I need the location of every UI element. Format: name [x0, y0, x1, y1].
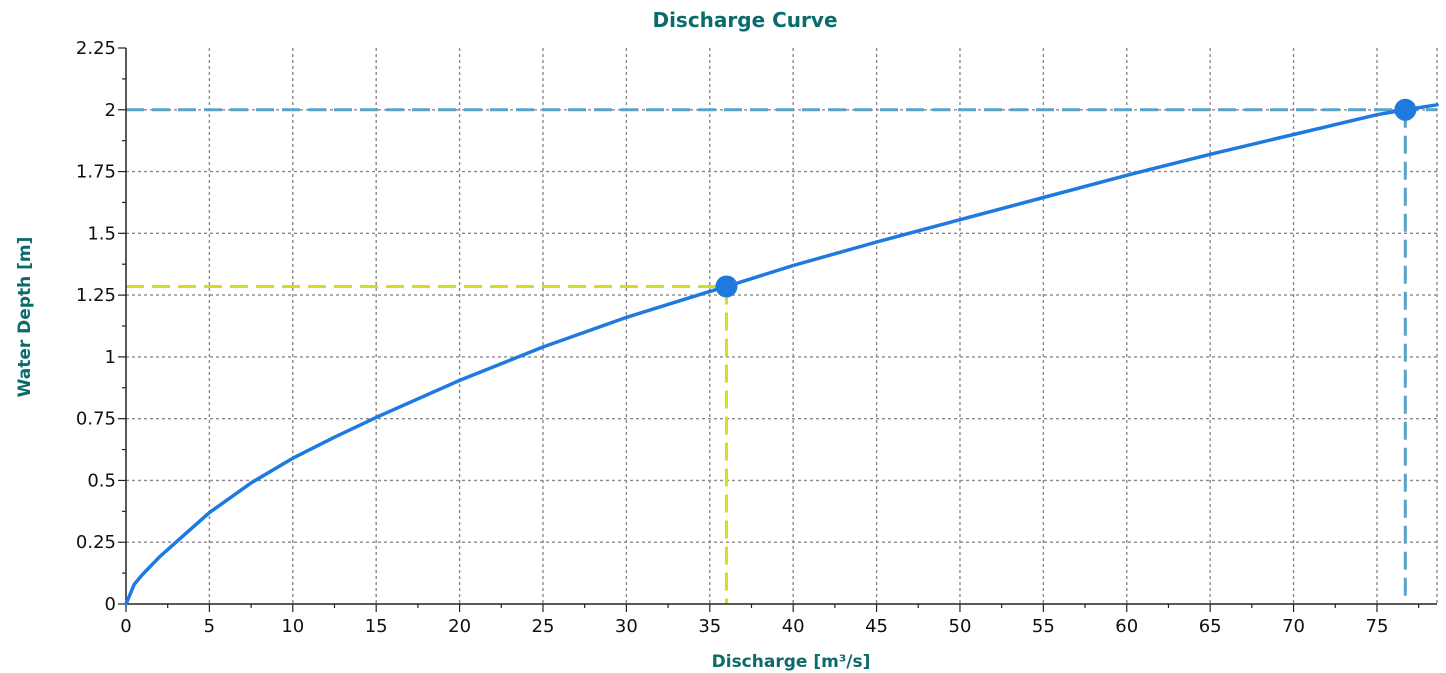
x-tick-label: 10	[281, 616, 304, 637]
curve-marker-point	[1394, 98, 1417, 121]
x-tick-label: 50	[949, 616, 972, 637]
discharge-curve-line	[124, 103, 1439, 606]
x-tick-label: 5	[204, 616, 215, 637]
x-tick-label: 65	[1199, 616, 1222, 637]
guide-lines	[126, 108, 1437, 604]
y-tick-label: 0.5	[87, 470, 116, 491]
y-tick-label: 2.25	[76, 38, 116, 59]
y-tick-label: 2	[105, 100, 116, 121]
chart-title: Discharge Curve	[652, 8, 837, 32]
grid-lines	[126, 48, 1438, 604]
y-tick-label: 0.25	[76, 532, 116, 553]
x-tick-label: 30	[615, 616, 638, 637]
y-tick-label: 0.75	[76, 409, 116, 430]
y-tick-label: 0	[105, 594, 116, 615]
y-tick-label: 1.25	[76, 285, 116, 306]
x-tick-label: 75	[1366, 616, 1389, 637]
x-tick-label: 55	[1032, 616, 1055, 637]
x-tick-label: 0	[120, 616, 131, 637]
axes	[125, 48, 1437, 605]
y-axis-label: Water Depth [m]	[15, 237, 35, 398]
y-tick-label: 1.5	[87, 223, 116, 244]
curve-marker-point	[715, 275, 738, 298]
x-tick-label: 45	[865, 616, 888, 637]
x-tick-label: 35	[698, 616, 721, 637]
x-tick-label: 20	[448, 616, 471, 637]
x-tick-label: 15	[365, 616, 388, 637]
series-layer	[124, 103, 1439, 606]
marker-layer	[715, 98, 1417, 298]
y-tick-label: 1.75	[76, 162, 116, 183]
x-tick-label: 40	[782, 616, 805, 637]
x-tick-label: 70	[1282, 616, 1305, 637]
y-tick-label: 1	[105, 347, 116, 368]
x-tick-label: 60	[1115, 616, 1138, 637]
x-tick-label: 25	[532, 616, 555, 637]
ticks: 0 5 10 15 20 25 30 35 40 45 50 55 60 65 70 75 0 0.25 0.5 0.…	[76, 38, 1420, 637]
x-axis-label: Discharge [m³/s]	[712, 652, 871, 672]
